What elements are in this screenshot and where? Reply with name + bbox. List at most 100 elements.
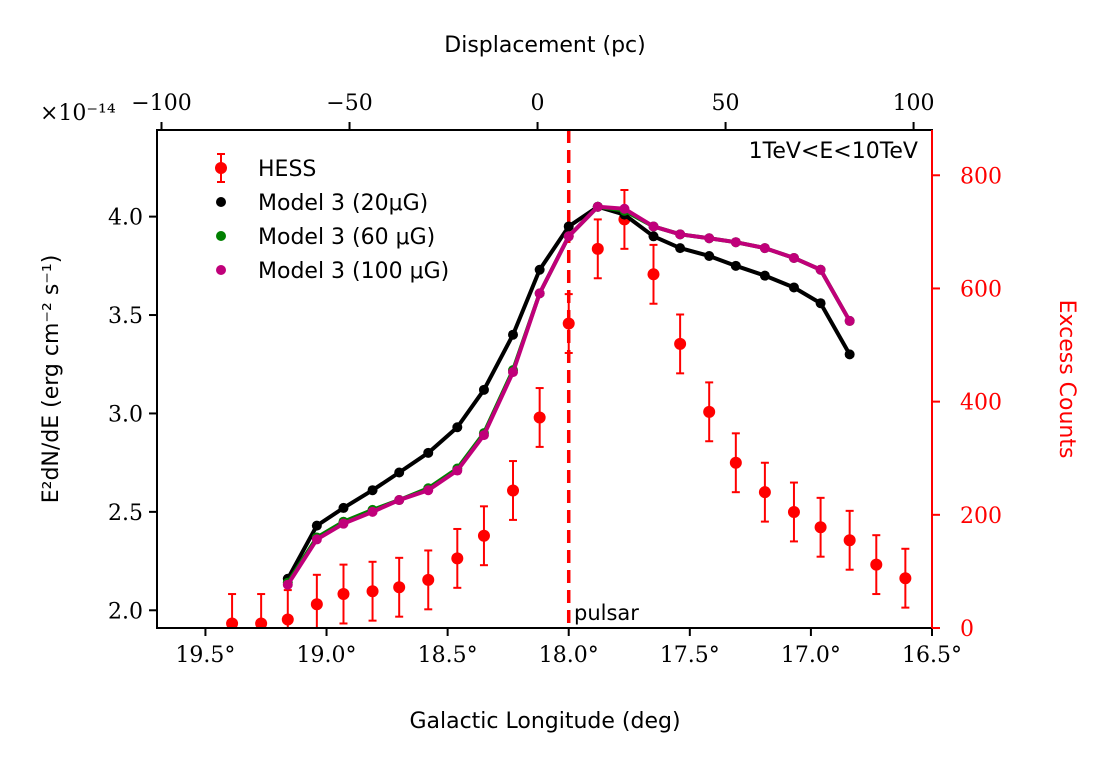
- top-axis-title: Displacement (pc): [444, 33, 645, 58]
- hess-point: [591, 242, 604, 255]
- model-20ug-point: [534, 264, 545, 275]
- model-20ug-point: [563, 221, 574, 232]
- hess-point: [226, 617, 239, 628]
- hess-point: [366, 585, 379, 598]
- legend-model-20ug-label: Model 3 (20μG): [258, 191, 428, 216]
- model-20ug-point: [675, 243, 686, 254]
- hess-point: [422, 573, 435, 586]
- x-tick-label: 18.5°: [418, 643, 478, 668]
- axes: [156, 129, 933, 629]
- model-100ug-point: [844, 315, 855, 326]
- model-100ug-point: [592, 201, 603, 212]
- hess-point: [310, 598, 323, 611]
- top-tick-label: 0: [531, 91, 545, 116]
- model-100ug-point: [534, 288, 545, 299]
- model-20ug-point: [338, 502, 349, 513]
- model-20ug-point: [367, 485, 378, 496]
- model-100ug-point: [478, 430, 489, 441]
- ticks: 19.5° 19.0° 18.5° 18.0° 17.5° 17.0° 16.5° 2.0 2.…: [108, 91, 1002, 668]
- model-20ug-point: [730, 260, 741, 271]
- legend-model-60ug: Model 3 (60 μG): [216, 225, 435, 250]
- y2-tick-label: 0: [960, 617, 974, 642]
- hess-point: [870, 558, 883, 571]
- y2-tick-label: 400: [960, 391, 1002, 416]
- pulsar-annotation: pulsar: [574, 601, 639, 625]
- hess-point: [843, 534, 856, 547]
- model-100ug-point: [788, 252, 799, 263]
- hess-point: [533, 411, 546, 424]
- y-axis-multiplier: ×10⁻¹⁴: [40, 101, 116, 126]
- model-100ug-point: [423, 485, 434, 496]
- hess-point: [562, 317, 575, 330]
- model-100ug-point: [648, 221, 659, 232]
- legend-model-20ug-marker: [216, 197, 226, 207]
- model-100ug-series: [282, 201, 855, 590]
- clipped-series: [226, 130, 912, 628]
- legend-model-100ug-label: Model 3 (100 μG): [258, 259, 449, 284]
- model-100ug-point: [730, 237, 741, 248]
- top-tick-label: −100: [131, 91, 191, 116]
- plot-series: [226, 130, 912, 628]
- model-100ug-point: [759, 243, 770, 254]
- model-20ug-point: [788, 282, 799, 293]
- hess-point: [477, 529, 490, 542]
- y-tick-label: 2.5: [108, 501, 143, 526]
- y2-tick-label: 200: [960, 504, 1002, 529]
- x-tick-label: 19.0°: [297, 643, 357, 668]
- model-20ug-point: [759, 270, 770, 281]
- model-100ug-point: [815, 264, 826, 275]
- model-20ug-point: [815, 298, 826, 309]
- top-tick-label: 50: [712, 91, 740, 116]
- legend-model-100ug-marker: [216, 265, 226, 275]
- model-20ug-point: [423, 447, 434, 458]
- model-20ug-point: [311, 520, 322, 531]
- y-tick-label: 3.0: [108, 402, 143, 427]
- hess-series: [226, 188, 912, 628]
- legend-model-60ug-marker: [216, 231, 226, 241]
- y2-axis-title: Excess Counts: [1054, 300, 1079, 459]
- x-tick-label: 17.0°: [781, 643, 841, 668]
- hess-point: [787, 505, 800, 518]
- hess-point: [674, 337, 687, 350]
- legend-hess-marker: [215, 162, 227, 174]
- y-axis-title: E²dN/dE (erg cm⁻² s⁻¹): [39, 255, 64, 504]
- y-tick-label: 2.0: [108, 599, 143, 624]
- model-20ug-series: [282, 201, 855, 584]
- hess-point: [451, 552, 464, 565]
- x-tick-label: 19.5°: [175, 643, 235, 668]
- model-20ug-point: [844, 349, 855, 360]
- model-100ug-point: [452, 465, 463, 476]
- model-100ug-point: [338, 518, 349, 529]
- x-tick-label: 17.5°: [660, 643, 720, 668]
- y-tick-label: 4.0: [108, 206, 143, 231]
- model-20ug-point: [508, 329, 519, 340]
- model-20ug-point: [478, 384, 489, 395]
- model-100ug-point: [282, 579, 293, 590]
- legend-hess-label: HESS: [258, 157, 316, 182]
- legend: HESS Model 3 (20μG) Model 3 (60 μG) Model 3…: [215, 153, 449, 284]
- y2-tick-label: 800: [960, 164, 1002, 189]
- model-100ug-point: [619, 203, 630, 214]
- model-100ug-point: [394, 495, 405, 506]
- legend-model-100ug: Model 3 (100 μG): [216, 259, 449, 284]
- model-20ug-point: [452, 422, 463, 433]
- legend-model-60ug-label: Model 3 (60 μG): [258, 225, 435, 250]
- model-20ug-point: [704, 250, 715, 261]
- hess-point: [703, 405, 716, 418]
- hess-point: [758, 486, 771, 499]
- hess-point: [393, 581, 406, 594]
- hess-point: [507, 484, 520, 497]
- y-tick-label: 3.5: [108, 304, 143, 329]
- hess-point: [814, 521, 827, 534]
- hess-point: [337, 588, 350, 601]
- x-axis-title: Galactic Longitude (deg): [409, 709, 680, 734]
- energy-range-annotation: 1TeV<E<10TeV: [749, 139, 918, 164]
- x-tick-label: 18.0°: [539, 643, 599, 668]
- model-100ug-point: [508, 367, 519, 378]
- top-tick-label: −50: [326, 91, 372, 116]
- model-100ug-point: [563, 231, 574, 242]
- x-tick-label: 16.5°: [902, 643, 962, 668]
- y2-tick-label: 600: [960, 277, 1002, 302]
- model-100ug-point: [704, 233, 715, 244]
